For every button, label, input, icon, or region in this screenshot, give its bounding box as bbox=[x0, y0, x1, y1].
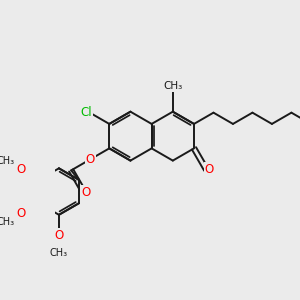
Text: O: O bbox=[54, 229, 64, 242]
Text: O: O bbox=[16, 163, 26, 176]
Text: O: O bbox=[85, 153, 95, 166]
Text: Cl: Cl bbox=[80, 106, 92, 119]
Text: O: O bbox=[81, 186, 90, 199]
Text: CH₃: CH₃ bbox=[0, 218, 15, 227]
Text: CH₃: CH₃ bbox=[0, 156, 15, 166]
Text: O: O bbox=[205, 163, 214, 176]
Text: O: O bbox=[16, 207, 26, 220]
Text: CH₃: CH₃ bbox=[50, 248, 68, 258]
Text: CH₃: CH₃ bbox=[163, 81, 182, 91]
